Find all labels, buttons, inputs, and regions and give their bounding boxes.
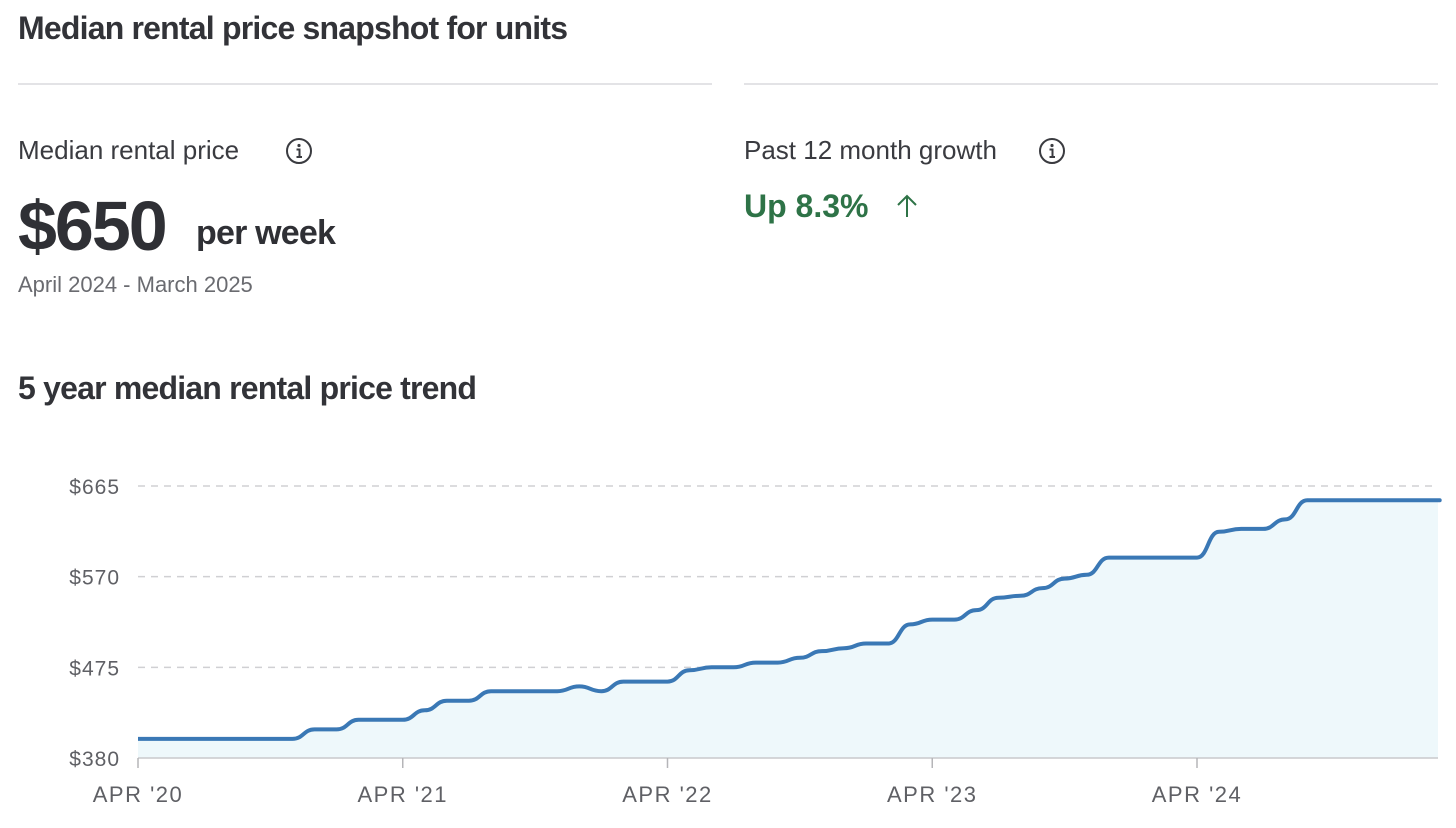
chart-data-point <box>754 661 758 665</box>
median-price-period: April 2024 - March 2025 <box>18 272 253 297</box>
chart-data-point <box>136 737 140 741</box>
chart-data-point <box>1195 556 1199 560</box>
chart-x-axis-labels: APR '20 APR '21 APR '22 APR '23 APR '24 <box>93 782 1243 807</box>
chart-data-point <box>974 608 978 612</box>
chart-data-point <box>710 665 714 669</box>
chart-y-axis-labels: $665 $570 $475 $380 <box>69 476 120 771</box>
median-price-label: Median rental price <box>18 135 240 165</box>
chart-data-point <box>379 718 383 722</box>
chart-data-point <box>1372 498 1376 502</box>
y-tick-label: $475 <box>69 657 120 680</box>
chart-data-point <box>1283 517 1287 521</box>
chart-data-point <box>423 708 427 712</box>
chart-data-point <box>1438 498 1442 502</box>
growth-label: Past 12 month growth <box>744 135 997 165</box>
chart-data-point <box>798 656 802 660</box>
chart-data-point <box>1173 556 1177 560</box>
chart-data-point <box>1019 594 1023 598</box>
chart-data-point <box>180 737 184 741</box>
chart-data-point <box>533 689 537 693</box>
chart-data-point <box>1349 498 1353 502</box>
trend-title: 5 year median rental price trend <box>18 370 477 406</box>
chart-data-point <box>1063 577 1067 581</box>
chart-data-point <box>1239 527 1243 531</box>
x-tick-label: APR '24 <box>1152 782 1243 807</box>
chart-data-point <box>599 689 603 693</box>
chart-data-point <box>864 641 868 645</box>
chart-data-point <box>1151 556 1155 560</box>
chart-data-point <box>952 618 956 622</box>
chart-data-point <box>996 596 1000 600</box>
page-title: Median rental price snapshot for units <box>18 10 568 46</box>
chart-data-point <box>1394 498 1398 502</box>
chart-data-point <box>313 727 317 731</box>
chart-data-point <box>246 737 250 741</box>
chart-data-point <box>290 737 294 741</box>
chart-data-point <box>1217 530 1221 534</box>
chart-data-point <box>1129 556 1133 560</box>
x-tick-label: APR '22 <box>622 782 713 807</box>
chart-data-point <box>555 689 559 693</box>
arrow-up-icon <box>897 194 917 217</box>
chart-data-point <box>930 618 934 622</box>
chart-area-fill <box>138 500 1440 758</box>
chart-data-point <box>467 699 471 703</box>
chart-data-point <box>666 680 670 684</box>
chart-data-point <box>776 661 780 665</box>
chart-data-point <box>688 668 692 672</box>
info-icon[interactable] <box>1038 137 1066 165</box>
divider-left <box>18 83 712 85</box>
divider-right <box>744 83 1438 85</box>
chart-data-point <box>158 737 162 741</box>
chart-data-point <box>401 718 405 722</box>
chart-data-point <box>1041 586 1045 590</box>
chart-data-point <box>908 622 912 626</box>
chart-data-point <box>732 665 736 669</box>
chart-x-axis <box>137 757 1438 768</box>
chart-data-point <box>643 680 647 684</box>
chart-data-point <box>1416 498 1420 502</box>
chart-data-point <box>577 684 581 688</box>
median-price-unit: per week <box>196 214 336 252</box>
chart-data-point <box>489 689 493 693</box>
chart-data-point <box>335 727 339 731</box>
chart-data-point <box>1327 498 1331 502</box>
chart-data-point <box>224 737 228 741</box>
chart-data-point <box>820 649 824 653</box>
chart-data-point <box>1261 527 1265 531</box>
trend-chart: $665$570$475$380 APR '20 APR '21 APR '22 AP… <box>69 476 1442 807</box>
chart-data-point <box>445 699 449 703</box>
y-tick-label: $570 <box>69 567 120 590</box>
y-tick-label: $665 <box>69 476 120 499</box>
x-tick-label: APR '20 <box>93 782 184 807</box>
chart-data-point <box>842 646 846 650</box>
chart-data-point <box>1085 573 1089 577</box>
chart-data-point <box>511 689 515 693</box>
info-icon[interactable] <box>285 137 313 165</box>
chart-data-point <box>621 680 625 684</box>
chart-data-point <box>1305 498 1309 502</box>
chart-data-point <box>357 718 361 722</box>
y-tick-label: $380 <box>69 748 120 771</box>
x-tick-label: APR '23 <box>887 782 978 807</box>
x-tick-label: APR '21 <box>357 782 448 807</box>
chart-series-line <box>138 498 1442 741</box>
chart-data-point <box>886 641 890 645</box>
growth-value: Up 8.3% <box>744 188 869 224</box>
chart-data-point <box>202 737 206 741</box>
chart-data-point <box>268 737 272 741</box>
median-price-value: $650 <box>18 187 168 265</box>
chart-data-point <box>1107 556 1111 560</box>
